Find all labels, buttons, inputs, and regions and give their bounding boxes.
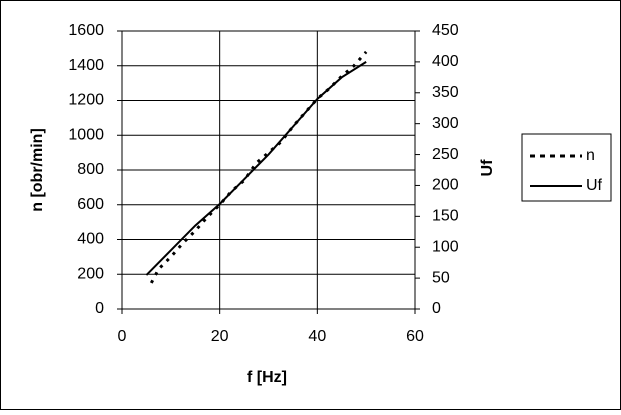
x-tick-label: 0	[118, 328, 127, 345]
y2-tick-label: 250	[432, 146, 459, 163]
x-axis-title: f [Hz]	[247, 369, 287, 386]
x-tick-label: 40	[308, 328, 326, 345]
y-axis-title: n [obr/min]	[29, 128, 46, 212]
y2-tick-label: 350	[432, 84, 459, 101]
y-tick-label: 800	[77, 161, 104, 178]
y-tick-label: 1200	[68, 92, 104, 109]
legend-label: Uf	[586, 177, 603, 194]
y-tick-label: 600	[77, 196, 104, 213]
y-tick-label: 1400	[68, 57, 104, 74]
x-tick-label: 60	[406, 328, 424, 345]
y2-tick-label: 300	[432, 115, 459, 132]
y2-axis-title: Uf	[479, 159, 496, 177]
y-tick-label: 1000	[68, 126, 104, 143]
y2-tick-label: 0	[432, 300, 441, 317]
y2-tick-label: 50	[432, 269, 450, 286]
plot-border	[121, 30, 416, 310]
y-tick-label: 1600	[68, 22, 104, 39]
y2-tick-label: 200	[432, 177, 459, 194]
y2-tick-label: 400	[432, 53, 459, 70]
y2-tick-label: 450	[432, 22, 459, 39]
legend-label: n	[586, 147, 595, 164]
x-tick-label: 20	[211, 328, 229, 345]
legend-box	[521, 133, 612, 202]
y2-tick-label: 100	[432, 238, 459, 255]
y-tick-label: 200	[77, 265, 104, 282]
y2-tick-label: 150	[432, 208, 459, 225]
y-tick-label: 0	[95, 300, 104, 317]
y-tick-label: 400	[77, 231, 104, 248]
series-line	[145, 61, 367, 276]
